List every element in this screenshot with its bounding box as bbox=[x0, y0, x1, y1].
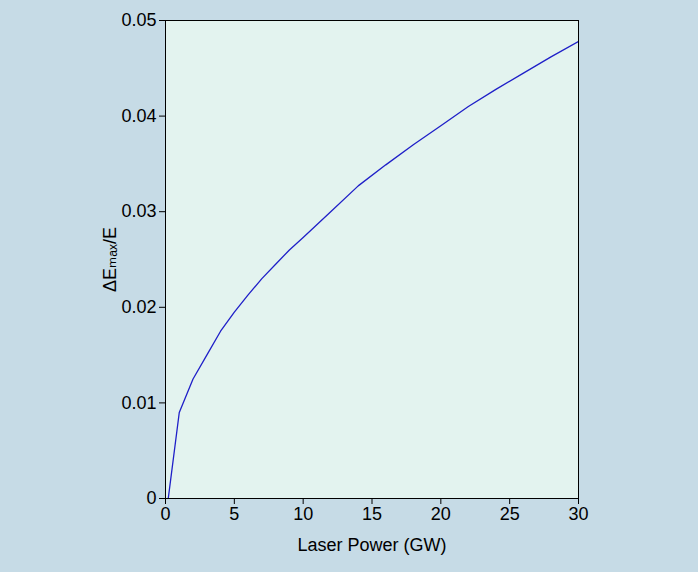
svg-text:0.02: 0.02 bbox=[121, 297, 156, 317]
svg-text:10: 10 bbox=[293, 504, 313, 524]
svg-text:0.05: 0.05 bbox=[121, 10, 156, 30]
svg-text:Laser Power (GW): Laser Power (GW) bbox=[297, 535, 446, 555]
svg-text:15: 15 bbox=[362, 504, 382, 524]
svg-text:20: 20 bbox=[431, 504, 451, 524]
svg-text:30: 30 bbox=[568, 504, 588, 524]
svg-text:ΔEₘₐₓ/E: ΔEₘₐₓ/E bbox=[100, 227, 120, 292]
svg-text:0: 0 bbox=[160, 504, 170, 524]
svg-text:0: 0 bbox=[146, 488, 156, 508]
svg-text:25: 25 bbox=[500, 504, 520, 524]
svg-text:0.04: 0.04 bbox=[121, 106, 156, 126]
svg-text:5: 5 bbox=[229, 504, 239, 524]
svg-text:0.01: 0.01 bbox=[121, 393, 156, 413]
svg-text:0.03: 0.03 bbox=[121, 201, 156, 221]
